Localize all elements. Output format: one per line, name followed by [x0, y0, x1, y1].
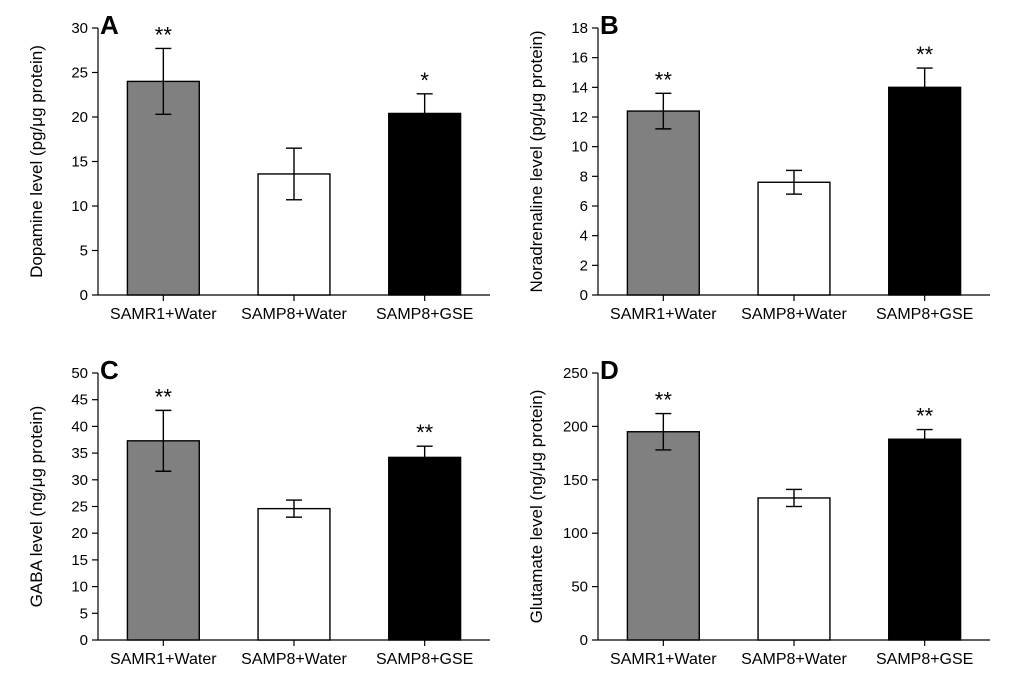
y-tick-label: 0 [580, 632, 588, 649]
y-tick-label: 5 [80, 605, 88, 622]
y-tick-label: 10 [71, 579, 88, 596]
bar [627, 432, 699, 640]
y-tick-label: 30 [71, 20, 88, 37]
x-category-label: SAMP8+Water [741, 306, 847, 323]
x-category-label: SAMP8+GSE [376, 651, 473, 668]
bar [627, 111, 699, 295]
y-axis-label: Glutamate level (ng/μg protein) [527, 390, 546, 624]
y-tick-label: 100 [563, 525, 588, 542]
y-tick-label: 6 [580, 198, 588, 215]
y-tick-label: 5 [80, 243, 88, 260]
significance-label: ** [155, 22, 173, 47]
significance-label: ** [655, 388, 673, 413]
y-tick-label: 10 [71, 198, 88, 215]
bar [389, 113, 461, 295]
y-tick-label: 50 [571, 579, 588, 596]
y-axis-label: Dopamine level (pg/μg protein) [27, 45, 46, 278]
y-tick-label: 40 [71, 418, 88, 435]
y-tick-label: 18 [571, 20, 588, 37]
y-tick-label: 12 [571, 109, 588, 126]
panel-d: D 0 50 100 150 200 250 Glutamate level (ng/μg p… [520, 355, 1000, 680]
panel-a: A 0 5 10 15 20 25 30 Dopamine level (pg/μg prote… [20, 10, 500, 335]
y-tick-label: 0 [80, 287, 88, 304]
x-category-label: SAMP8+GSE [876, 651, 973, 668]
x-category-label: SAMP8+Water [241, 651, 347, 668]
bar [758, 182, 830, 295]
y-tick-label: 10 [571, 139, 588, 156]
significance-label: ** [655, 67, 673, 92]
bar [889, 87, 961, 295]
x-category-label: SAMR1+Water [610, 306, 717, 323]
y-tick-label: 25 [71, 499, 88, 516]
bar [758, 498, 830, 640]
x-category-label: SAMP8+Water [241, 306, 347, 323]
significance-label: ** [155, 384, 173, 409]
panel-letter: D [600, 355, 619, 385]
y-tick-label: 15 [71, 552, 88, 569]
significance-label: ** [916, 42, 934, 67]
y-tick-label: 20 [71, 109, 88, 126]
bar [258, 509, 330, 640]
x-category-label: SAMR1+Water [110, 306, 217, 323]
y-tick-label: 14 [571, 79, 588, 96]
x-category-label: SAMP8+Water [741, 651, 847, 668]
panel-letter: C [100, 355, 119, 385]
y-tick-label: 150 [563, 472, 588, 489]
figure-grid: A051015202530Dopamine level (pg/μg prote… [0, 0, 1020, 690]
y-tick-label: 16 [571, 50, 588, 67]
significance-label: ** [416, 420, 434, 445]
panel-letter: A [100, 10, 119, 40]
y-tick-label: 0 [80, 632, 88, 649]
y-tick-label: 25 [71, 65, 88, 82]
y-axis-label: Noradrenaline level (pg/μg protein) [527, 30, 546, 292]
bar [889, 439, 961, 640]
x-category-label: SAMP8+GSE [876, 306, 973, 323]
y-tick-label: 35 [71, 445, 88, 462]
y-tick-label: 2 [580, 257, 588, 274]
y-tick-label: 50 [71, 365, 88, 382]
y-axis-label: GABA level (ng/μg protein) [27, 406, 46, 608]
y-tick-label: 20 [71, 525, 88, 542]
panel-c: C 0 5 10 15 20 25 30 35 40 45 50 GABA level (ng/μg p… [20, 355, 500, 680]
significance-label: * [420, 68, 429, 93]
panel-b: B 0 2 4 6 8 10 12 14 16 18 Noradrenaline level (pg/… [520, 10, 1000, 335]
significance-label: ** [916, 404, 934, 429]
y-tick-label: 15 [71, 154, 88, 171]
y-tick-label: 45 [71, 392, 88, 409]
x-category-label: SAMP8+GSE [376, 306, 473, 323]
y-tick-label: 30 [71, 472, 88, 489]
x-category-label: SAMR1+Water [110, 651, 217, 668]
panel-letter: B [600, 10, 619, 40]
y-tick-label: 250 [563, 365, 588, 382]
y-tick-label: 8 [580, 168, 588, 185]
y-tick-label: 200 [563, 418, 588, 435]
y-tick-label: 0 [580, 287, 588, 304]
bar [389, 457, 461, 640]
x-category-label: SAMR1+Water [610, 651, 717, 668]
y-tick-label: 4 [580, 228, 588, 245]
